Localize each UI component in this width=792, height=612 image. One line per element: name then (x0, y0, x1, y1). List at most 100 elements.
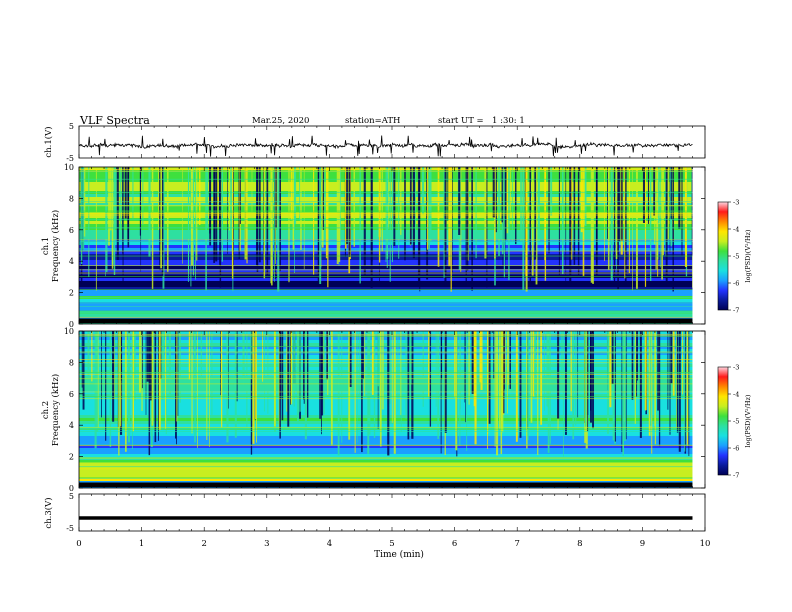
ch1-ytick-5: 5 (69, 122, 74, 131)
sferic-streak (262, 331, 264, 382)
sferic-streak (486, 167, 488, 288)
narrowband-line (79, 305, 693, 307)
sferic-streak (271, 167, 273, 286)
sferic-streak (279, 331, 281, 439)
ch1-spec-ylabel-bottom: Frequency (kHz) (50, 210, 61, 282)
sferic-streak (624, 167, 627, 286)
narrowband-line (79, 372, 693, 374)
sferic-streak (219, 167, 221, 228)
sferic-streak (678, 167, 681, 229)
narrowband-line (79, 468, 693, 470)
sferic-streak (667, 331, 669, 410)
sferic-streak (526, 331, 528, 449)
sferic-streak (592, 167, 594, 284)
sferic-streak (460, 331, 461, 410)
spectrogram-row (79, 376, 693, 379)
sferic-streak (324, 167, 326, 227)
sferic-streak (330, 331, 333, 446)
sferic-streak (653, 167, 656, 216)
spectrogram-row (79, 352, 693, 355)
sferic-streak (206, 331, 208, 440)
spectrogram-row (79, 481, 693, 484)
sferic-streak (611, 331, 614, 384)
sferic-streak (612, 331, 615, 441)
sferic-streak (393, 167, 396, 246)
sferic-streak (441, 331, 443, 380)
sferic-streak (565, 167, 567, 287)
sferic-streak (610, 167, 613, 281)
spectrogram-row (79, 451, 693, 454)
sferic-streak (290, 331, 293, 405)
sferic-streak (233, 167, 234, 266)
sferic-streak (391, 167, 393, 263)
narrowband-line (79, 210, 693, 212)
sferic-streak (322, 167, 324, 230)
sferic-streak (252, 331, 255, 444)
colorbar-tick-label: -6 (733, 445, 739, 453)
spectrogram-row (79, 370, 693, 373)
sferic-streak (684, 331, 686, 452)
sferic-streak (622, 331, 625, 452)
narrowband-line (79, 191, 693, 193)
sferic-streak (158, 167, 160, 230)
sferic-streak (546, 331, 549, 407)
colorbar-tick-label: -5 (733, 418, 739, 426)
x-tick-label: 2 (201, 539, 206, 549)
spectrogram-row (79, 409, 693, 412)
sferic-streak (455, 331, 458, 451)
narrowband-line (79, 239, 693, 241)
sferic-streak (493, 331, 495, 379)
sferic-streak (688, 331, 690, 457)
narrowband-line (79, 302, 693, 304)
sferic-streak (82, 167, 85, 250)
sferic-streak (281, 331, 284, 421)
sferic-streak (326, 331, 328, 380)
sferic-streak (338, 167, 341, 262)
narrowband-line (79, 398, 693, 400)
sferic-streak (251, 167, 253, 217)
sferic-streak (467, 167, 469, 271)
spectrogram-row (79, 421, 693, 424)
sferic-streak (175, 331, 177, 439)
sferic-streak (191, 331, 193, 434)
sferic-streak (387, 331, 390, 456)
spectrogram-row (79, 308, 693, 311)
colorbar-tick-label: -7 (733, 307, 739, 315)
sferic-streak (532, 331, 535, 397)
sferic-streak (367, 331, 370, 454)
sferic-streak (654, 331, 657, 445)
low-freq-band (79, 318, 693, 324)
x-tick-label: 4 (327, 539, 332, 549)
sferic-streak (498, 167, 500, 257)
sferic-streak (631, 331, 634, 400)
spectrogram-row (79, 439, 693, 442)
ch3-waveform-panel: 5 -5 ch.3(V) 0 1 2 3 4 5 6 7 8 9 10 Time (min) (43, 492, 710, 560)
sferic-streak (501, 331, 504, 433)
sferic-streak (499, 331, 501, 429)
sferic-streak (277, 167, 280, 292)
sferic-streak (480, 331, 483, 390)
sferic-streak (607, 167, 610, 270)
narrowband-line (79, 391, 693, 393)
spectrogram-row (79, 314, 693, 317)
sferic-streak (368, 331, 371, 435)
narrowband-line (79, 178, 693, 180)
narrowband-line (79, 255, 693, 257)
narrowband-line (79, 205, 693, 207)
narrowband-line (79, 431, 693, 432)
sferic-streak (550, 167, 553, 216)
narrowband-line (79, 336, 693, 337)
sferic-streak (321, 167, 324, 248)
narrowband-line (79, 227, 693, 229)
sferic-streak (193, 331, 196, 399)
sferic-streak (659, 167, 661, 268)
x-tick-label: 8 (577, 539, 582, 549)
ch1-colorbar-label: log(PSD)(V²/Hz) (744, 229, 752, 282)
sferic-streak (290, 167, 293, 221)
spectrogram-row (79, 343, 693, 346)
sferic-streak (587, 331, 589, 432)
sferic-streak (454, 331, 456, 398)
sferic-streak (621, 167, 623, 241)
sferic-streak (615, 167, 618, 259)
sferic-streak (397, 331, 399, 412)
